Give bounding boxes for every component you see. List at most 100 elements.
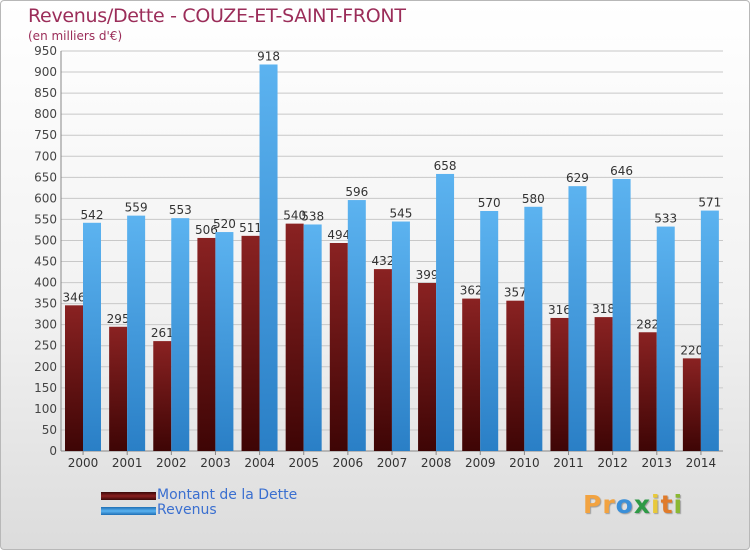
data-label-revenus: 545: [389, 207, 412, 221]
legend-swatch-dette: [101, 492, 156, 500]
bar-dette: [65, 305, 83, 451]
logo-letter: o: [615, 490, 634, 519]
y-tick-label: 400: [34, 276, 57, 290]
data-label-revenus: 571: [698, 196, 721, 210]
data-label-dette: 540: [283, 209, 306, 223]
x-tick-label: 2007: [377, 456, 408, 470]
y-tick-label: 950: [34, 44, 57, 58]
logo-letter: i: [673, 490, 684, 519]
y-tick-label: 700: [34, 149, 57, 163]
bar-revenus: [391, 221, 410, 451]
bar-revenus: [612, 179, 631, 451]
data-label-revenus: 520: [213, 217, 236, 231]
bar-revenus: [656, 226, 675, 451]
y-tick-label: 900: [34, 65, 57, 79]
data-label-revenus: 559: [125, 201, 148, 215]
bar-dette: [682, 358, 701, 451]
y-tick-label: 850: [34, 86, 57, 100]
data-label-dette: 220: [680, 343, 703, 357]
data-label-dette: 362: [460, 284, 483, 298]
y-tick-label: 200: [34, 360, 57, 374]
bar-dette: [197, 237, 216, 451]
bar-revenus: [347, 200, 366, 451]
data-label-dette: 316: [548, 303, 571, 317]
y-tick-label: 750: [34, 128, 57, 142]
bar-revenus: [127, 215, 146, 451]
x-tick-label: 2008: [421, 456, 452, 470]
bar-revenus: [436, 173, 455, 451]
data-label-revenus: 542: [81, 208, 104, 222]
data-label-dette: 282: [636, 317, 659, 331]
x-tick-label: 2002: [156, 456, 187, 470]
y-tick-label: 50: [42, 423, 57, 437]
bar-dette: [153, 341, 172, 451]
y-tick-label: 100: [34, 402, 57, 416]
y-tick-label: 650: [34, 170, 57, 184]
bar-revenus: [83, 222, 101, 451]
data-label-dette: 295: [107, 312, 130, 326]
logo-letter: x: [633, 490, 651, 519]
y-tick-label: 800: [34, 107, 57, 121]
data-label-revenus: 538: [301, 209, 324, 223]
data-label-dette: 346: [63, 290, 86, 304]
y-tick-label: 550: [34, 212, 57, 226]
bar-dette: [329, 243, 348, 451]
x-tick-label: 2013: [642, 456, 673, 470]
x-tick-label: 2009: [465, 456, 496, 470]
x-tick-label: 2005: [288, 456, 319, 470]
data-label-revenus: 553: [169, 203, 192, 217]
bar-dette: [109, 326, 128, 451]
x-tick-label: 2001: [112, 456, 143, 470]
logo-letter: i: [651, 490, 661, 519]
data-label-dette: 432: [371, 254, 394, 268]
bar-revenus: [700, 210, 719, 451]
y-tick-label: 450: [34, 255, 57, 269]
logo-letter: t: [660, 490, 674, 519]
x-tick-label: 2014: [686, 456, 717, 470]
data-label-revenus: 580: [522, 192, 545, 206]
x-tick-label: 2004: [244, 456, 275, 470]
bar-revenus: [303, 224, 322, 451]
bar-revenus: [259, 64, 278, 451]
data-label-dette: 399: [416, 268, 439, 282]
data-label-dette: 511: [239, 221, 262, 235]
y-tick-label: 600: [34, 191, 57, 205]
bar-revenus: [480, 211, 499, 451]
data-label-dette: 357: [504, 286, 527, 300]
data-label-revenus: 658: [434, 159, 457, 173]
legend-label-dette: Montant de la Dette: [157, 487, 298, 503]
legend-label-revenus: Revenus: [157, 502, 217, 518]
data-label-dette: 494: [327, 228, 350, 242]
bar-dette: [594, 317, 613, 451]
bar-dette: [462, 298, 481, 451]
bar-revenus: [215, 232, 234, 451]
chart-title: Revenus/Dette - COUZE-ET-SAINT-FRONT: [28, 5, 406, 27]
y-tick-label: 150: [34, 381, 57, 395]
x-tick-label: 2006: [333, 456, 364, 470]
data-label-revenus: 596: [345, 185, 368, 199]
y-tick-label: 300: [34, 318, 57, 332]
data-label-revenus: 533: [654, 212, 677, 226]
y-tick-label: 0: [49, 444, 57, 458]
bar-revenus: [171, 218, 190, 451]
data-label-dette: 506: [195, 223, 218, 237]
bar-revenus: [568, 186, 587, 451]
data-label-revenus: 918: [257, 49, 280, 63]
bar-dette: [241, 235, 260, 451]
y-tick-label: 350: [34, 297, 57, 311]
bar-dette: [638, 332, 657, 451]
data-label-revenus: 629: [566, 171, 589, 185]
proxiti-logo: Proxiti: [583, 490, 683, 519]
data-label-dette: 318: [592, 302, 615, 316]
chart-subtitle: (en milliers d'€): [28, 29, 123, 43]
x-tick-label: 2010: [509, 456, 540, 470]
bar-dette: [285, 223, 304, 451]
y-tick-label: 250: [34, 339, 57, 353]
data-label-revenus: 646: [610, 164, 633, 178]
y-tick-label: 500: [34, 233, 57, 247]
bar-revenus: [524, 206, 543, 451]
bar-dette: [550, 317, 569, 451]
x-tick-label: 2011: [553, 456, 584, 470]
